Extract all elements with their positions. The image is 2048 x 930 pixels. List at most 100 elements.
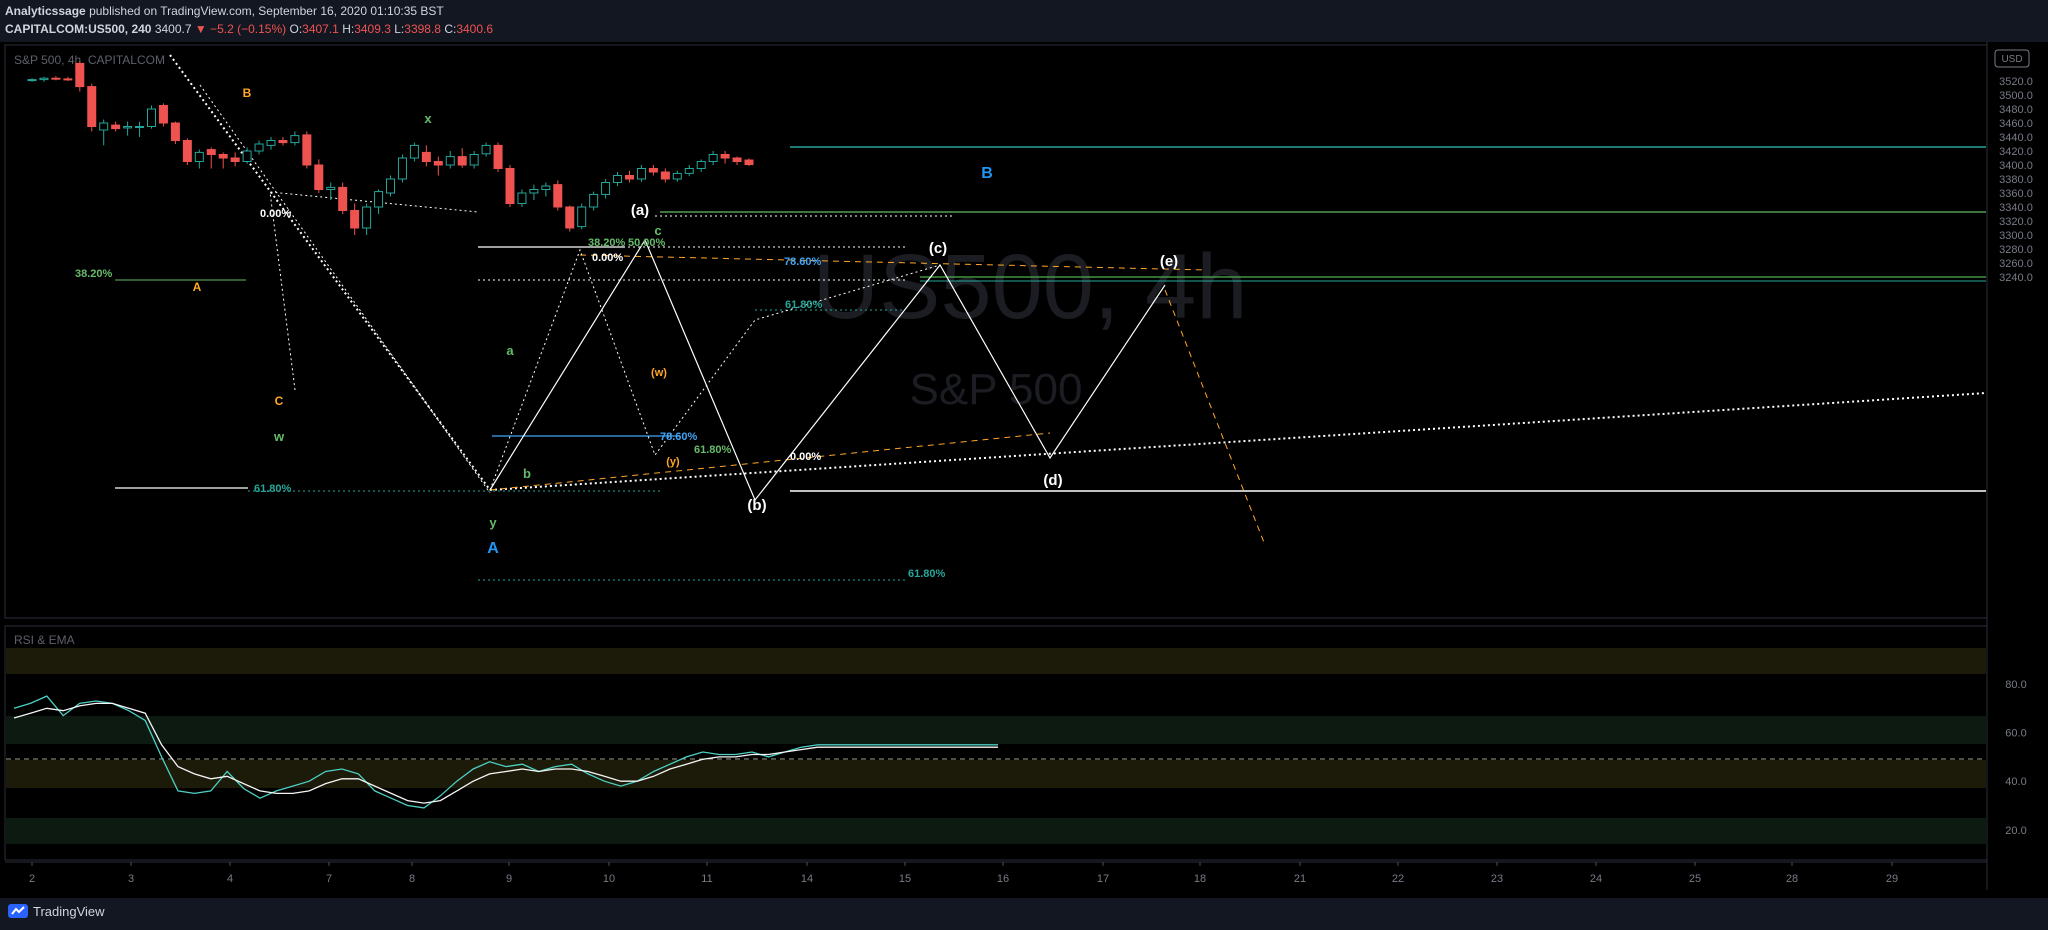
- candle-body: [63, 78, 73, 81]
- candle-body: [350, 210, 360, 229]
- last-price: 3400.7: [154, 22, 192, 36]
- rsi-line: [13, 695, 998, 809]
- price-tick: 3460.0: [1999, 118, 2033, 130]
- publisher-name[interactable]: Analyticssage: [5, 4, 86, 18]
- candle-body: [51, 77, 61, 80]
- candle-body: [374, 191, 384, 208]
- fib-label: 0.00%: [790, 451, 821, 463]
- candle-body: [577, 206, 587, 228]
- candle-body: [648, 168, 658, 173]
- candle-body: [123, 126, 133, 129]
- candle-body: [708, 154, 718, 162]
- wave-label: A: [193, 280, 202, 294]
- candle-body: [529, 189, 539, 194]
- publish-info: Analyticssage published on TradingView.c…: [5, 4, 444, 18]
- fib-label: 61.80%: [908, 568, 946, 580]
- chart-canvas[interactable]: US500, 4h S&P 500 S&P 500, 4h, CAPITALCO…: [0, 42, 2048, 898]
- ohlc-info: CAPITALCOM:US500, 240 3400.7 ▼ −5.2 (−0.…: [5, 22, 493, 36]
- ema-line: [13, 702, 998, 804]
- candle-body: [493, 144, 503, 169]
- wave-label: a: [506, 343, 514, 358]
- chart-header: Analyticssage published on TradingView.c…: [0, 0, 2048, 42]
- watermark-symbol: US500, 4h: [813, 236, 1248, 338]
- time-tick: 28: [1786, 873, 1798, 885]
- candle-body: [362, 206, 372, 229]
- close-value: 3400.6: [456, 22, 494, 36]
- close-label: C:: [444, 22, 457, 36]
- fib-label: 50.00%: [628, 237, 666, 249]
- wave-label: (c): [929, 240, 947, 257]
- candle-body: [481, 144, 491, 155]
- candle-body: [182, 140, 192, 162]
- symbol-label: CAPITALCOM:US500, 240: [5, 22, 152, 36]
- candle-body: [672, 172, 682, 180]
- candle-body: [87, 86, 97, 127]
- price-tick: 3360.0: [1999, 188, 2033, 200]
- fib-label: 61.80%: [785, 299, 823, 311]
- candle-body: [601, 182, 611, 195]
- high-value: 3409.3: [354, 22, 391, 36]
- candle-body: [636, 168, 646, 180]
- tradingview-logo-icon[interactable]: [8, 904, 28, 918]
- candle-body: [266, 140, 276, 146]
- candle-body: [338, 186, 348, 211]
- candle-body: [135, 126, 145, 128]
- fib-label: 38.20%: [75, 268, 113, 280]
- candle-body: [194, 151, 204, 162]
- wave-label: w: [273, 429, 285, 444]
- time-tick: 4: [227, 873, 233, 885]
- time-tick: 3: [128, 873, 134, 885]
- time-tick: 15: [899, 873, 911, 885]
- candle-body: [218, 154, 228, 159]
- main-legend[interactable]: S&P 500, 4h, CAPITALCOM: [14, 53, 165, 67]
- price-tick: 3280.0: [1999, 244, 2033, 256]
- candle-body: [230, 157, 240, 162]
- fib-label: 0.00%: [260, 208, 291, 220]
- price-tick: 3400.0: [1999, 160, 2033, 172]
- candle-body: [625, 175, 634, 180]
- rsi-tick: 80.0: [2005, 679, 2026, 691]
- candle-body: [27, 79, 37, 82]
- candle-body: [720, 154, 730, 159]
- tradingview-brand[interactable]: TradingView: [33, 904, 105, 919]
- price-axis[interactable]: 3240.0 3260.0 3280.0 3300.0 3320.0 3340.0 3360…: [1999, 76, 2033, 284]
- fib-label: 61.80%: [254, 483, 292, 495]
- wave-label: c: [654, 223, 661, 238]
- price-tick: 3320.0: [1999, 216, 2033, 228]
- candle-body: [505, 168, 515, 204]
- wave-label: (e): [1160, 253, 1178, 270]
- candle-body: [326, 186, 336, 190]
- candles: [27, 61, 754, 235]
- time-tick: 7: [326, 873, 332, 885]
- fib-label: 61.80%: [694, 444, 732, 456]
- low-value: 3398.8: [404, 22, 441, 36]
- rsi-axis[interactable]: 20.0 40.0 60.0 80.0: [2005, 679, 2026, 837]
- wave-label: B: [243, 86, 252, 100]
- candle-body: [433, 161, 443, 166]
- rsi-legend[interactable]: RSI & EMA: [14, 633, 75, 647]
- wave-label: C: [275, 394, 284, 408]
- trendline-down-2: [199, 84, 491, 494]
- candle-body: [111, 124, 121, 130]
- currency-badge[interactable]: [1994, 49, 2030, 68]
- candle-body: [314, 164, 324, 190]
- low-label: L:: [394, 22, 405, 36]
- candle-body: [409, 144, 419, 159]
- rsi-tick: 60.0: [2005, 728, 2026, 740]
- rsi-tick: 40.0: [2005, 776, 2026, 788]
- open-label: O:: [289, 22, 303, 36]
- fib-label: 38.20%: [588, 237, 626, 249]
- currency-label: USD: [2001, 54, 2022, 65]
- candle-body: [589, 193, 599, 208]
- time-tick: 11: [701, 873, 712, 885]
- candle-body: [660, 171, 670, 180]
- candle-body: [290, 135, 300, 144]
- rsi-lines: [13, 695, 998, 809]
- candle-body: [541, 185, 551, 190]
- wave-label: y: [489, 515, 497, 530]
- time-axis[interactable]: 2 3 4 7 8 9 10 11 14 15 16 17 18 21 22 23 24 25 28 29: [29, 862, 1898, 885]
- candle-body: [278, 140, 288, 144]
- wave-label: b: [523, 466, 531, 481]
- candle-body: [206, 149, 216, 156]
- wave-label: (a): [631, 202, 649, 219]
